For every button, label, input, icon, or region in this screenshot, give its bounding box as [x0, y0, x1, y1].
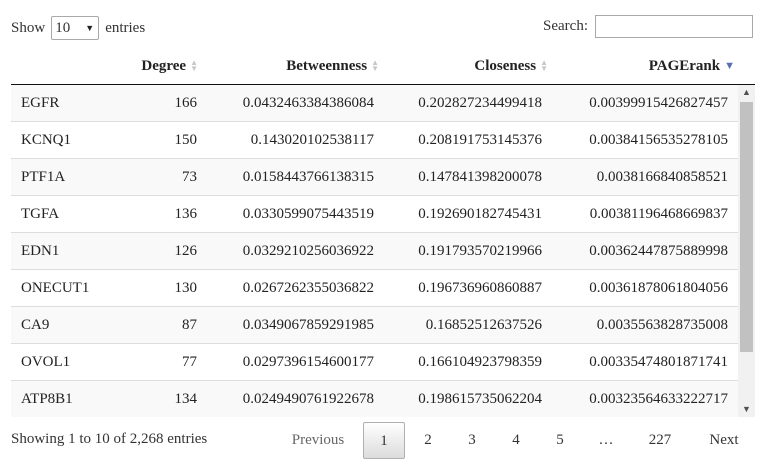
scroll-down-icon[interactable]: ▼	[742, 404, 751, 414]
cell-degree: 134	[174, 391, 198, 407]
page-button-5[interactable]: 5	[556, 432, 564, 448]
cell-betweenness: 0.143020102538117	[250, 132, 374, 148]
cell-degree: 166	[174, 95, 198, 111]
entries-select-value: 10	[55, 19, 71, 36]
header-pagerank[interactable]: PAGErank ▼	[649, 48, 735, 84]
table-row[interactable]: ONECUT1 130 0.0267262355036822 0.1967369…	[11, 270, 738, 307]
cell-name: EDN1	[21, 243, 60, 259]
table-row[interactable]: TGFA 136 0.0330599075443519 0.1926901827…	[11, 196, 738, 233]
chevron-down-icon: ▼	[85, 23, 95, 33]
cell-pagerank: 0.00399915426827457	[589, 95, 728, 111]
page-button-1[interactable]: 1	[363, 422, 405, 459]
table-row[interactable]: CA9 87 0.0349067859291985 0.168525126375…	[11, 307, 738, 344]
page-button-4[interactable]: 4	[512, 432, 520, 448]
cell-betweenness: 0.0267262355036822	[242, 280, 374, 296]
length-menu: Show 10 ▼ entries	[11, 16, 145, 40]
cell-pagerank: 0.00384156535278105	[589, 132, 728, 148]
header-closeness-label: Closeness	[474, 57, 537, 74]
vertical-scrollbar[interactable]: ▲ ▼	[738, 85, 755, 417]
pagination-ellipsis: …	[598, 432, 614, 448]
cell-pagerank: 0.0038166840858521	[596, 169, 728, 185]
search-label: Search:	[543, 18, 588, 34]
cell-closeness: 0.208191753145376	[418, 132, 542, 148]
cell-closeness: 0.16852512637526	[425, 317, 542, 333]
cell-betweenness: 0.0349067859291985	[242, 317, 374, 333]
cell-betweenness: 0.0329210256036922	[242, 243, 374, 259]
page-button-3[interactable]: 3	[468, 432, 476, 448]
sort-desc-icon: ▼	[724, 60, 735, 72]
page-button-2[interactable]: 2	[424, 432, 432, 448]
cell-degree: 130	[174, 280, 198, 296]
cell-degree: 87	[182, 317, 197, 333]
header-pagerank-label: PAGErank	[648, 57, 721, 74]
scroll-thumb[interactable]	[740, 102, 753, 352]
cell-degree: 136	[174, 206, 198, 222]
sort-both-icon: ▲ ▼	[371, 58, 379, 73]
table-row[interactable]: EDN1 126 0.0329210256036922 0.1917935702…	[11, 233, 738, 270]
cell-name: CA9	[21, 317, 50, 333]
cell-betweenness: 0.0432463384386084	[242, 95, 374, 111]
cell-betweenness: 0.0249490761922678	[242, 391, 374, 407]
cell-closeness: 0.198615735062204	[418, 391, 542, 407]
page-button-last[interactable]: 227	[648, 432, 672, 448]
cell-name: ONECUT1	[21, 280, 90, 296]
cell-name: ATP8B1	[21, 391, 73, 407]
scroll-up-icon[interactable]: ▲	[742, 87, 751, 97]
cell-name: OVOL1	[21, 354, 71, 370]
header-closeness[interactable]: Closeness ▲ ▼	[474, 48, 548, 84]
table-header: Degree ▲ ▼ Betweenness ▲ ▼ Closeness ▲ ▼ PA…	[11, 48, 755, 85]
header-degree-label: Degree	[141, 57, 187, 74]
cell-closeness: 0.196736960860887	[418, 280, 542, 296]
cell-pagerank: 0.0035563828735008	[596, 317, 728, 333]
cell-pagerank: 0.00335474801871741	[589, 354, 728, 370]
cell-betweenness: 0.0158443766138315	[242, 169, 374, 185]
table-row[interactable]: ATP8B1 134 0.0249490761922678 0.19861573…	[11, 381, 738, 417]
show-label: Show	[11, 19, 46, 36]
table-body: EGFR 166 0.0432463384386084 0.2028272344…	[11, 85, 738, 417]
cell-closeness: 0.147841398200078	[418, 169, 542, 185]
cell-name: EGFR	[21, 95, 60, 111]
cell-pagerank: 0.00362447875889998	[589, 243, 728, 259]
table-row[interactable]: EGFR 166 0.0432463384386084 0.2028272344…	[11, 85, 738, 122]
sort-both-icon: ▲ ▼	[190, 58, 198, 73]
cell-closeness: 0.192690182745431	[418, 206, 542, 222]
cell-degree: 126	[174, 243, 198, 259]
cell-name: KCNQ1	[21, 132, 72, 148]
cell-betweenness: 0.0297396154600177	[242, 354, 374, 370]
cell-name: PTF1A	[21, 169, 66, 185]
sort-both-icon: ▲ ▼	[540, 58, 548, 73]
search-input[interactable]	[595, 15, 753, 38]
cell-betweenness: 0.0330599075443519	[242, 206, 374, 222]
cell-pagerank: 0.00361878061804056	[589, 280, 728, 296]
entries-select[interactable]: 10 ▼	[51, 16, 100, 40]
cell-degree: 73	[182, 169, 197, 185]
cell-name: TGFA	[21, 206, 60, 222]
table-row[interactable]: PTF1A 73 0.0158443766138315 0.1478413982…	[11, 159, 738, 196]
next-button[interactable]: Next	[709, 432, 739, 448]
cell-pagerank: 0.00381196468669837	[589, 206, 728, 222]
header-degree[interactable]: Degree ▲ ▼	[141, 48, 198, 84]
cell-degree: 150	[174, 132, 198, 148]
cell-degree: 77	[182, 354, 197, 370]
table-info: Showing 1 to 10 of 2,268 entries	[11, 431, 208, 447]
cell-closeness: 0.202827234499418	[418, 95, 542, 111]
cell-pagerank: 0.00323564633222717	[589, 391, 728, 407]
entries-label: entries	[105, 19, 146, 36]
header-betweenness[interactable]: Betweenness ▲ ▼	[286, 48, 379, 84]
header-betweenness-label: Betweenness	[286, 57, 368, 74]
cell-closeness: 0.191793570219966	[418, 243, 542, 259]
previous-button[interactable]: Previous	[291, 432, 345, 448]
table-row[interactable]: OVOL1 77 0.0297396154600177 0.1661049237…	[11, 344, 738, 381]
table-row[interactable]: KCNQ1 150 0.143020102538117 0.2081917531…	[11, 122, 738, 159]
cell-closeness: 0.166104923798359	[418, 354, 542, 370]
search-box: Search:	[543, 15, 753, 38]
